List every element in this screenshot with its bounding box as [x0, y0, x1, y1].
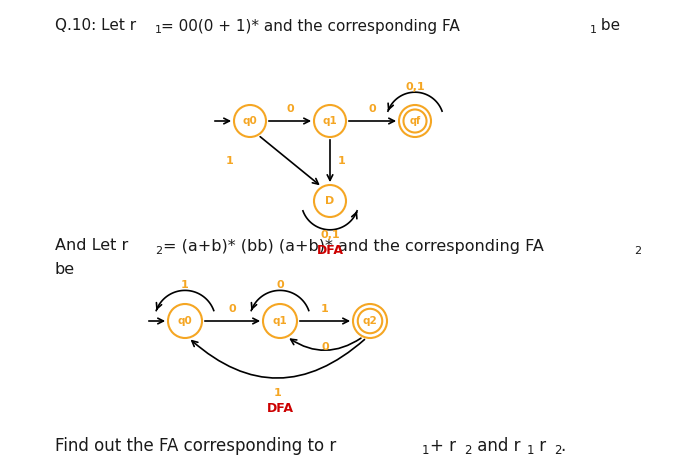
Circle shape [314, 185, 346, 217]
Text: q0: q0 [243, 116, 258, 126]
Text: 1: 1 [422, 445, 430, 457]
Text: 0: 0 [321, 342, 329, 352]
Text: 2: 2 [155, 246, 162, 256]
Text: 1: 1 [181, 280, 189, 290]
Text: And Let r: And Let r [55, 238, 128, 254]
Text: .: . [560, 437, 566, 455]
Text: be: be [55, 262, 75, 278]
Text: 0: 0 [369, 104, 377, 114]
Text: 1: 1 [338, 156, 346, 166]
Text: 0,1: 0,1 [405, 82, 425, 92]
Circle shape [263, 304, 297, 338]
Text: = 00(0 + 1)* and the corresponding FA: = 00(0 + 1)* and the corresponding FA [161, 19, 460, 33]
Text: DFA: DFA [267, 401, 293, 415]
Text: 1: 1 [155, 25, 162, 35]
Text: r: r [534, 437, 546, 455]
Text: q2: q2 [363, 316, 377, 326]
Text: 0,1: 0,1 [320, 230, 340, 240]
Text: 1: 1 [527, 445, 535, 457]
Circle shape [358, 309, 382, 333]
Text: DFA: DFA [316, 245, 344, 258]
Circle shape [403, 109, 426, 132]
Text: 1: 1 [226, 156, 234, 166]
Text: 0: 0 [276, 280, 284, 290]
Text: qf: qf [410, 116, 421, 126]
Circle shape [168, 304, 202, 338]
Circle shape [314, 105, 346, 137]
Text: + r: + r [430, 437, 456, 455]
Text: 2: 2 [634, 246, 641, 256]
Text: 2: 2 [464, 445, 472, 457]
Text: 1: 1 [274, 388, 281, 398]
Text: be: be [596, 19, 620, 33]
Text: and r: and r [472, 437, 521, 455]
Text: q0: q0 [178, 316, 193, 326]
Text: 0: 0 [286, 104, 294, 114]
Text: 0: 0 [229, 304, 237, 314]
Text: 1: 1 [590, 25, 597, 35]
Circle shape [234, 105, 266, 137]
Circle shape [353, 304, 387, 338]
Text: D: D [326, 196, 335, 206]
Text: q1: q1 [272, 316, 288, 326]
Text: 1: 1 [321, 304, 329, 314]
Text: Q.10: Let r: Q.10: Let r [55, 19, 136, 33]
Text: Find out the FA corresponding to r: Find out the FA corresponding to r [55, 437, 336, 455]
Text: = (a+b)* (bb) (a+b)* and the corresponding FA: = (a+b)* (bb) (a+b)* and the correspondi… [163, 238, 544, 254]
Text: 2: 2 [554, 445, 561, 457]
Circle shape [399, 105, 431, 137]
Text: q1: q1 [323, 116, 337, 126]
